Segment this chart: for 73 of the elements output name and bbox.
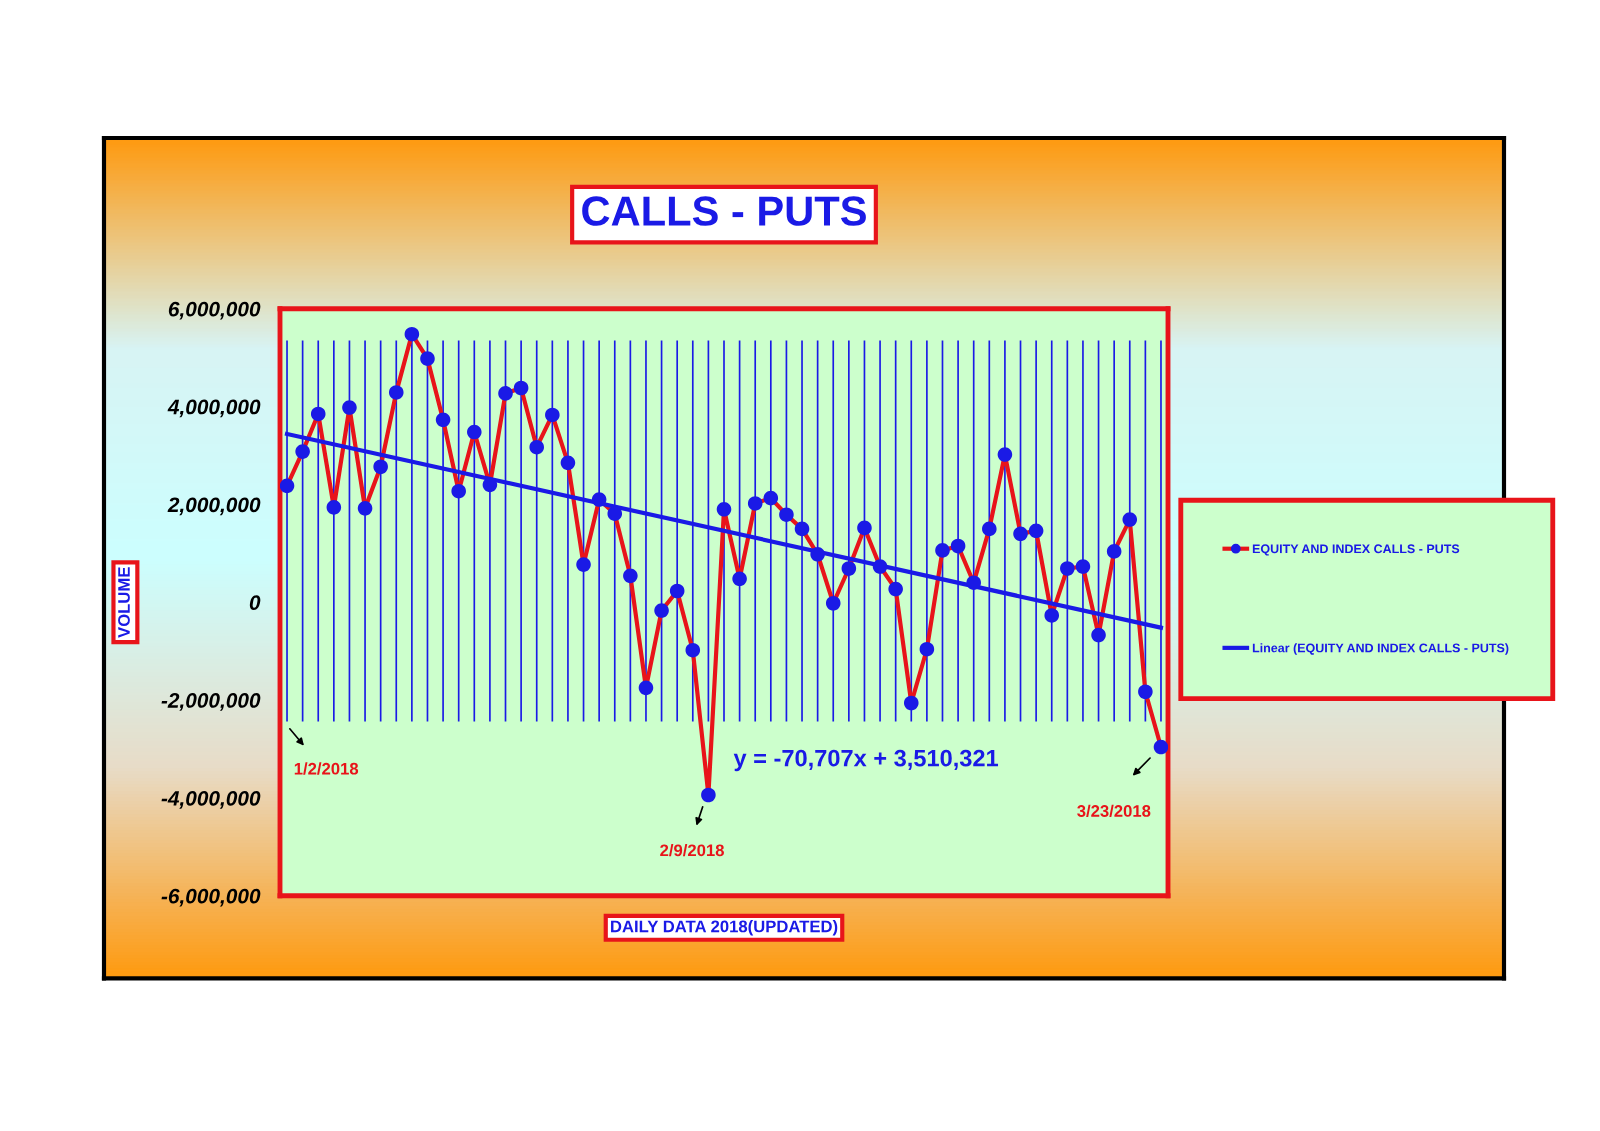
point xyxy=(966,575,981,590)
y-tick-label: -2,000,000 xyxy=(161,693,261,711)
point xyxy=(498,386,513,401)
point xyxy=(1106,544,1122,559)
point xyxy=(482,477,498,493)
point xyxy=(1013,526,1028,542)
point xyxy=(560,455,576,471)
point xyxy=(716,502,732,517)
point xyxy=(747,496,763,511)
point xyxy=(342,400,357,415)
y-tick-label: -6,000,000 xyxy=(161,888,261,907)
point xyxy=(825,595,841,611)
y-tick-label: 0 xyxy=(249,595,261,611)
point xyxy=(888,581,903,597)
y-tick-label: 2,000,000 xyxy=(167,497,261,516)
point xyxy=(373,459,388,475)
point xyxy=(576,557,591,572)
point xyxy=(1091,627,1106,643)
point xyxy=(950,538,966,554)
point xyxy=(903,695,919,711)
x-axis-title: DAILY DATA 2018(UPDATED) xyxy=(611,920,838,936)
chart-title: CALLS - PUTS xyxy=(582,196,866,226)
point xyxy=(420,351,435,366)
y-tick-label: 4,000,000 xyxy=(167,399,261,418)
point xyxy=(591,492,607,507)
y-axis-title: VOLUME xyxy=(118,567,130,638)
point xyxy=(872,559,888,574)
annotation: 3/23/2018 xyxy=(1077,804,1151,818)
point xyxy=(654,603,669,618)
point xyxy=(1138,684,1153,700)
point xyxy=(451,483,466,499)
annotation: 2/9/2018 xyxy=(660,843,724,857)
point xyxy=(779,507,794,522)
point xyxy=(857,520,872,536)
point xyxy=(997,447,1013,462)
point xyxy=(623,568,638,584)
point xyxy=(404,326,420,342)
point xyxy=(638,680,654,696)
point xyxy=(310,406,326,422)
point xyxy=(1028,523,1044,539)
point xyxy=(810,547,825,562)
point xyxy=(357,501,373,516)
point xyxy=(435,412,451,428)
legend-label: Linear (EQUITY AND INDEX CALLS - PUTS) xyxy=(1252,643,1509,655)
point xyxy=(1122,512,1138,527)
point xyxy=(1153,739,1168,755)
point xyxy=(701,787,716,803)
point xyxy=(513,380,529,396)
point xyxy=(529,439,545,455)
point xyxy=(794,521,810,537)
point xyxy=(732,571,747,587)
legend-label: EQUITY AND INDEX CALLS - PUTS xyxy=(1252,544,1460,556)
annotation: 1/2/2018 xyxy=(294,762,359,775)
point xyxy=(295,444,310,459)
y-tick-label: 6,000,000 xyxy=(168,301,261,320)
point xyxy=(669,583,685,599)
point xyxy=(982,521,997,537)
point xyxy=(841,561,857,576)
point xyxy=(1075,559,1091,574)
point xyxy=(935,543,950,558)
point xyxy=(388,385,404,400)
y-tick-label: -4,000,000 xyxy=(161,790,261,809)
point xyxy=(763,490,779,506)
point xyxy=(607,506,623,521)
point xyxy=(1044,608,1060,623)
point xyxy=(919,641,935,657)
annotation: y = -70,707x + 3,510,321 xyxy=(733,749,999,772)
point xyxy=(280,478,295,494)
point xyxy=(326,500,342,515)
point xyxy=(685,642,701,658)
point xyxy=(545,407,560,423)
point xyxy=(467,424,482,440)
point xyxy=(1060,561,1075,576)
